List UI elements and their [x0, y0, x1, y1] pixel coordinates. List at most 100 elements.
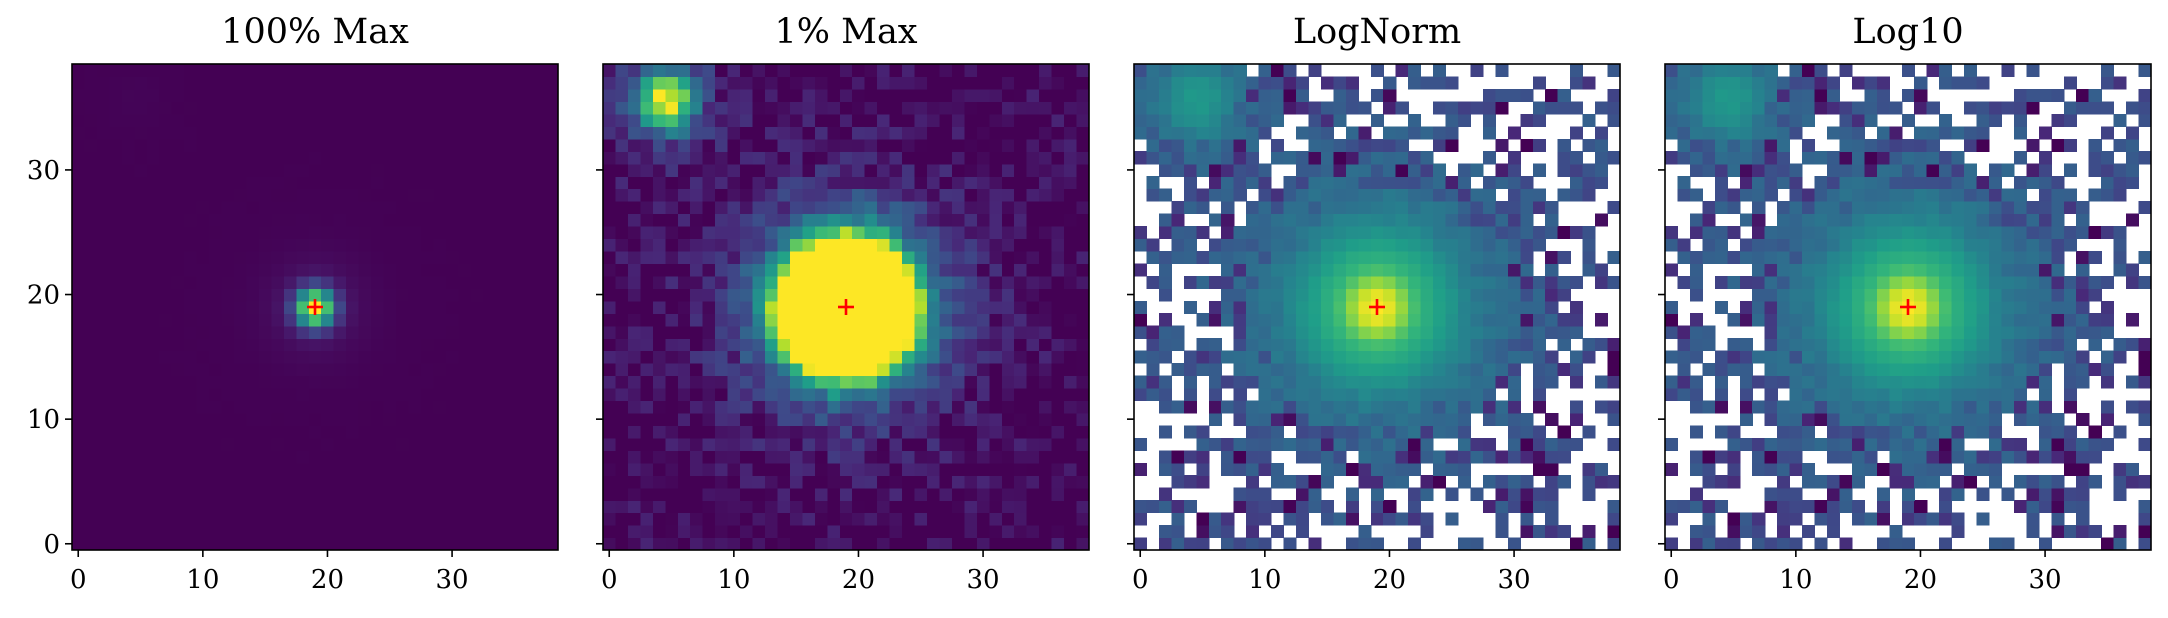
heatmap-cell	[146, 512, 160, 526]
heatmap-cell	[1789, 350, 1803, 364]
heatmap-cell	[964, 263, 978, 277]
heatmap-cell	[2026, 525, 2040, 539]
heatmap-cell	[2001, 350, 2015, 364]
heatmap-cell	[1014, 64, 1028, 78]
heatmap-cell	[109, 113, 123, 127]
heatmap-cell	[121, 64, 135, 78]
heatmap-cell	[814, 163, 828, 177]
heatmap-cell	[1976, 313, 1990, 327]
heatmap-cell	[690, 238, 704, 252]
heatmap-cell	[1914, 500, 1928, 514]
heatmap-cell	[652, 238, 666, 252]
heatmap-cell	[2063, 238, 2077, 252]
heatmap-cell	[420, 76, 434, 90]
heatmap-cell	[483, 313, 497, 327]
heatmap-cell	[159, 400, 173, 414]
heatmap-cell	[234, 176, 248, 190]
heatmap-cell	[889, 76, 903, 90]
heatmap-cell	[939, 375, 953, 389]
heatmap-cell	[1026, 88, 1040, 102]
heatmap-cell	[483, 412, 497, 426]
heatmap-cell	[677, 188, 691, 202]
heatmap-cell	[1076, 475, 1090, 489]
heatmap-cell	[615, 151, 629, 165]
heatmap-cell	[1458, 238, 1472, 252]
heatmap-cell	[802, 151, 816, 165]
heatmap-cell	[1196, 450, 1210, 464]
heatmap-cell	[802, 163, 816, 177]
x-tick-label: 30	[436, 565, 469, 595]
heatmap-cell	[715, 350, 729, 364]
heatmap-cell	[545, 64, 559, 78]
heatmap-cell	[1014, 113, 1028, 127]
heatmap-cell	[777, 213, 791, 227]
heatmap-cell	[1395, 188, 1409, 202]
heatmap-cell	[1914, 288, 1928, 302]
heatmap-cell	[171, 201, 185, 215]
heatmap-cell	[652, 325, 666, 339]
heatmap-cell	[333, 238, 347, 252]
heatmap-cell	[1702, 400, 1716, 414]
heatmap-cell	[1333, 138, 1347, 152]
heatmap-cell	[1246, 500, 1260, 514]
heatmap-cell	[1408, 388, 1422, 402]
heatmap-cell	[1802, 263, 1816, 277]
heatmap-cell	[1495, 176, 1509, 190]
heatmap-cell	[665, 400, 679, 414]
heatmap-cell	[159, 313, 173, 327]
heatmap-cell	[727, 462, 741, 476]
heatmap-cell	[2063, 437, 2077, 451]
heatmap-cell	[1345, 512, 1359, 526]
heatmap-cell	[196, 500, 210, 514]
heatmap-cell	[321, 375, 335, 389]
heatmap-cell	[1283, 64, 1297, 78]
heatmap-cell	[1233, 338, 1247, 352]
heatmap-cell	[627, 213, 641, 227]
heatmap-cell	[1333, 300, 1347, 314]
heatmap-cell	[121, 126, 135, 140]
heatmap-cell	[196, 325, 210, 339]
heatmap-cell	[1221, 350, 1235, 364]
heatmap-cell	[839, 76, 853, 90]
heatmap-cell	[1134, 300, 1148, 314]
heatmap-cell	[109, 313, 123, 327]
heatmap-cell	[1408, 363, 1422, 377]
heatmap-cell	[665, 263, 679, 277]
heatmap-cell	[627, 163, 641, 177]
heatmap-cell	[690, 462, 704, 476]
heatmap-cell	[1171, 201, 1185, 215]
heatmap-cell	[1183, 188, 1197, 202]
heatmap-cell	[1495, 213, 1509, 227]
heatmap-cell	[1827, 313, 1841, 327]
heatmap-cell	[1433, 226, 1447, 240]
heatmap-cell	[221, 487, 235, 501]
heatmap-cell	[445, 113, 459, 127]
heatmap-cell	[1283, 201, 1297, 215]
heatmap-cell	[234, 388, 248, 402]
heatmap-cell	[1545, 325, 1559, 339]
heatmap-cell	[1507, 88, 1521, 102]
heatmap-cell	[483, 275, 497, 289]
heatmap-cell	[420, 400, 434, 414]
heatmap-cell	[1864, 462, 1878, 476]
heatmap-cell	[1827, 487, 1841, 501]
heatmap-cell	[914, 412, 928, 426]
heatmap-cell	[184, 313, 198, 327]
heatmap-cell	[1752, 263, 1766, 277]
heatmap-cell	[1989, 226, 2003, 240]
heatmap-cell	[1445, 263, 1459, 277]
heatmap-cell	[765, 462, 779, 476]
heatmap-cell	[877, 450, 891, 464]
heatmap-cell	[470, 388, 484, 402]
heatmap-cell	[1064, 226, 1078, 240]
heatmap-cell	[1308, 425, 1322, 439]
heatmap-cell	[2076, 437, 2090, 451]
heatmap-cell	[1051, 176, 1065, 190]
heatmap-cell	[740, 487, 754, 501]
heatmap-cell	[1358, 437, 1372, 451]
heatmap-cell	[1320, 138, 1334, 152]
heatmap-cell	[1951, 425, 1965, 439]
heatmap-cell	[802, 238, 816, 252]
heatmap-cell	[1296, 163, 1310, 177]
heatmap-cell	[1752, 400, 1766, 414]
